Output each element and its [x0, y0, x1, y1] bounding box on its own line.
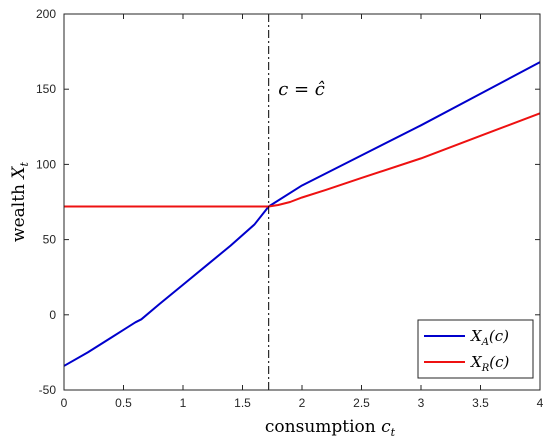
y-tick-label: 50: [43, 233, 57, 247]
series-line-xr: [64, 112, 541, 208]
y-tick-label: 150: [36, 82, 56, 96]
series-layer: [63, 61, 541, 367]
y-tick-label: -50: [39, 383, 57, 397]
y-axis-label-var: X: [9, 166, 29, 181]
x-tick-label: 3: [418, 396, 425, 410]
y-tick-label: 100: [36, 157, 56, 171]
x-axis-label: consumption ct: [265, 417, 396, 439]
x-axis-label-var: c: [381, 417, 391, 437]
legend-box: [417, 319, 534, 379]
y-tick-label: 0: [49, 308, 56, 322]
x-axis-label-word: consumption: [265, 417, 376, 437]
x-tick-label: 3.5: [472, 396, 489, 410]
x-tick-label: 1: [180, 396, 187, 410]
y-axis-label-word: wealth: [9, 184, 29, 242]
x-tick-label: 2.5: [353, 396, 370, 410]
x-tick-label: 1.5: [234, 396, 251, 410]
legend-label-xr: XR(c): [470, 353, 509, 374]
series-line-xa: [63, 61, 541, 367]
y-axis-label: wealth Xt: [9, 161, 31, 241]
legend-label-xa: XA(c): [470, 327, 509, 348]
x-axis-label-sub: t: [391, 426, 396, 439]
x-tick-label: 2: [299, 396, 306, 410]
x-tick-label: 0: [61, 396, 68, 410]
x-tick-label: 4: [537, 396, 544, 410]
x-tick-label: 0.5: [115, 396, 132, 410]
annotation-c-equals-chat: c = ĉ: [278, 79, 325, 100]
legend: XA(c) XR(c): [417, 319, 534, 379]
ticks-layer: 0 0.5 1 1.5 2 2.5 3 3.5 4 -50 0 50 100 150 200: [36, 7, 544, 410]
y-axis-label-sub: t: [18, 161, 31, 166]
y-tick-label: 200: [36, 7, 56, 21]
